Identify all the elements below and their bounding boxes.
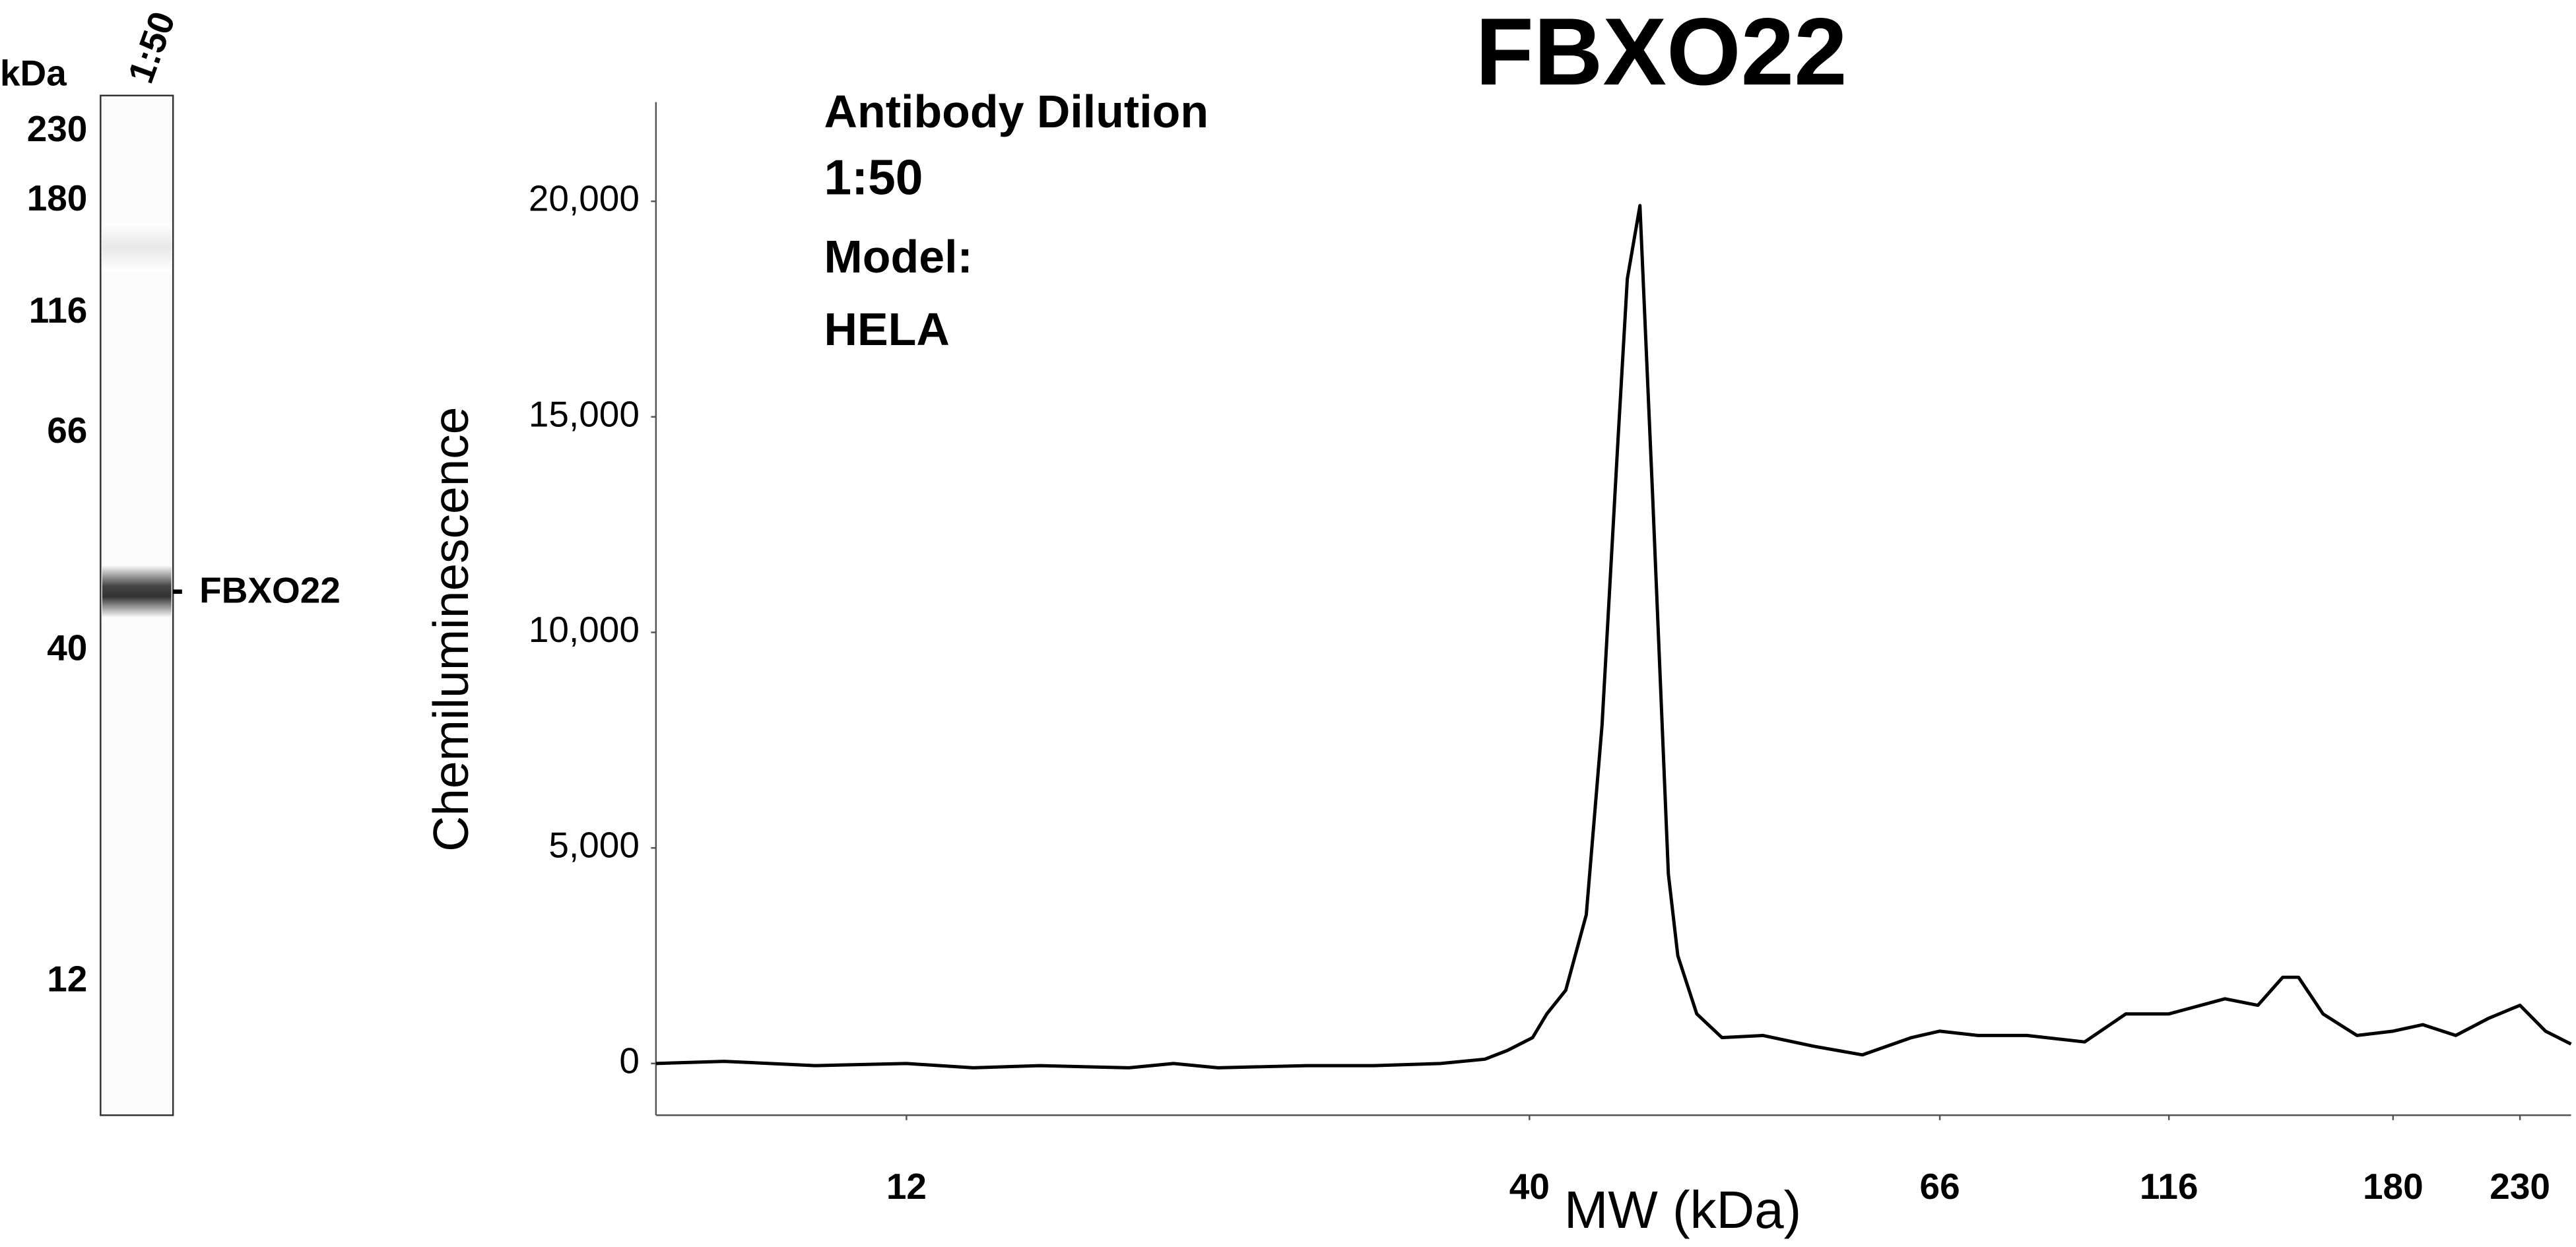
gel-band [102, 565, 172, 618]
gel-marker: 180 [27, 177, 88, 218]
gel-marker: 230 [27, 108, 88, 149]
gel-marker: 40 [47, 627, 87, 668]
band-label: FBXO22 [199, 569, 341, 610]
x-axis-label: MW (kDa) [1564, 1180, 1801, 1239]
y-tick-label: 15,000 [529, 393, 640, 434]
x-tick-label: 116 [2140, 1166, 2198, 1207]
annotation: Antibody Dilution [824, 86, 1208, 137]
band-dash: - [172, 568, 183, 609]
gel-marker: 116 [29, 290, 88, 331]
x-tick-label: 12 [886, 1166, 927, 1207]
y-tick-label: 5,000 [548, 825, 639, 866]
y-axis-label: Chemiluminescence [423, 407, 479, 852]
gel-marker: 12 [47, 959, 87, 1000]
chart-title: FBXO22 [1475, 0, 1847, 105]
annotation: HELA [824, 304, 950, 355]
gel-unit: kDa [0, 52, 67, 93]
gel: kDa 1:50 - FBXO22 [0, 6, 341, 1116]
x-tick-label: 40 [1509, 1166, 1550, 1207]
x-tick-label: 66 [1920, 1166, 1960, 1207]
annotation: Model: [824, 231, 973, 282]
x-tick-label: 230 [2490, 1166, 2550, 1207]
y-tick-label: 10,000 [529, 609, 640, 650]
lane-label: 1:50 [119, 6, 183, 88]
faint-band [102, 222, 172, 272]
gel-marker: 66 [47, 410, 87, 451]
x-tick-label: 180 [2363, 1166, 2424, 1207]
trace [655, 204, 2572, 1070]
y-tick-label: 0 [619, 1040, 640, 1081]
y-tick-label: 20,000 [529, 178, 640, 219]
annotation: 1:50 [824, 149, 923, 205]
